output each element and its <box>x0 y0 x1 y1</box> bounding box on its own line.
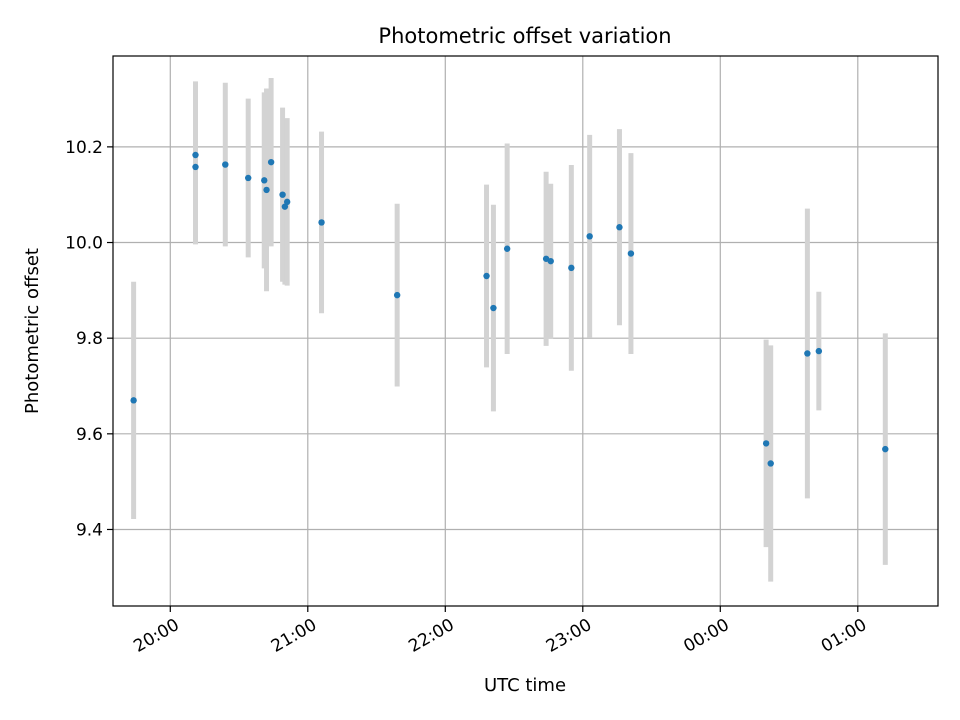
chart-title: Photometric offset variation <box>378 24 671 48</box>
data-point <box>130 397 137 404</box>
data-point <box>283 198 291 206</box>
y-tick-label: 10.0 <box>65 234 103 254</box>
data-point <box>222 161 229 168</box>
y-tick-label: 9.8 <box>76 329 103 349</box>
data-point <box>281 203 289 210</box>
data-point <box>616 224 623 231</box>
data-point <box>261 177 268 184</box>
data-point <box>568 264 575 272</box>
data-point <box>490 304 497 312</box>
data-point <box>267 158 275 166</box>
y-axis: 9.4 9.6 9.8 10.0 10.2 <box>65 138 113 540</box>
data-point <box>192 163 199 171</box>
data-point <box>245 174 252 182</box>
data-point <box>547 257 554 265</box>
y-axis-label: Photometric offset <box>22 248 43 414</box>
y-tick-label: 9.4 <box>76 520 103 540</box>
data-point <box>804 350 811 357</box>
data-points <box>130 151 889 467</box>
data-point <box>279 191 286 198</box>
data-point <box>762 440 770 447</box>
data-point <box>393 291 401 299</box>
y-tick-label: 9.6 <box>76 425 103 445</box>
data-point <box>627 250 635 257</box>
data-point <box>503 245 511 252</box>
x-axis-label: UTC time <box>484 675 566 696</box>
plot-frame <box>112 55 939 607</box>
data-point <box>586 233 593 240</box>
y-tick-label: 10.2 <box>65 138 103 158</box>
data-point <box>318 219 325 226</box>
data-point <box>192 151 199 159</box>
data-point <box>815 347 823 355</box>
data-point <box>263 186 270 194</box>
data-point <box>483 272 490 280</box>
data-point <box>882 445 889 453</box>
data-point <box>767 460 774 467</box>
